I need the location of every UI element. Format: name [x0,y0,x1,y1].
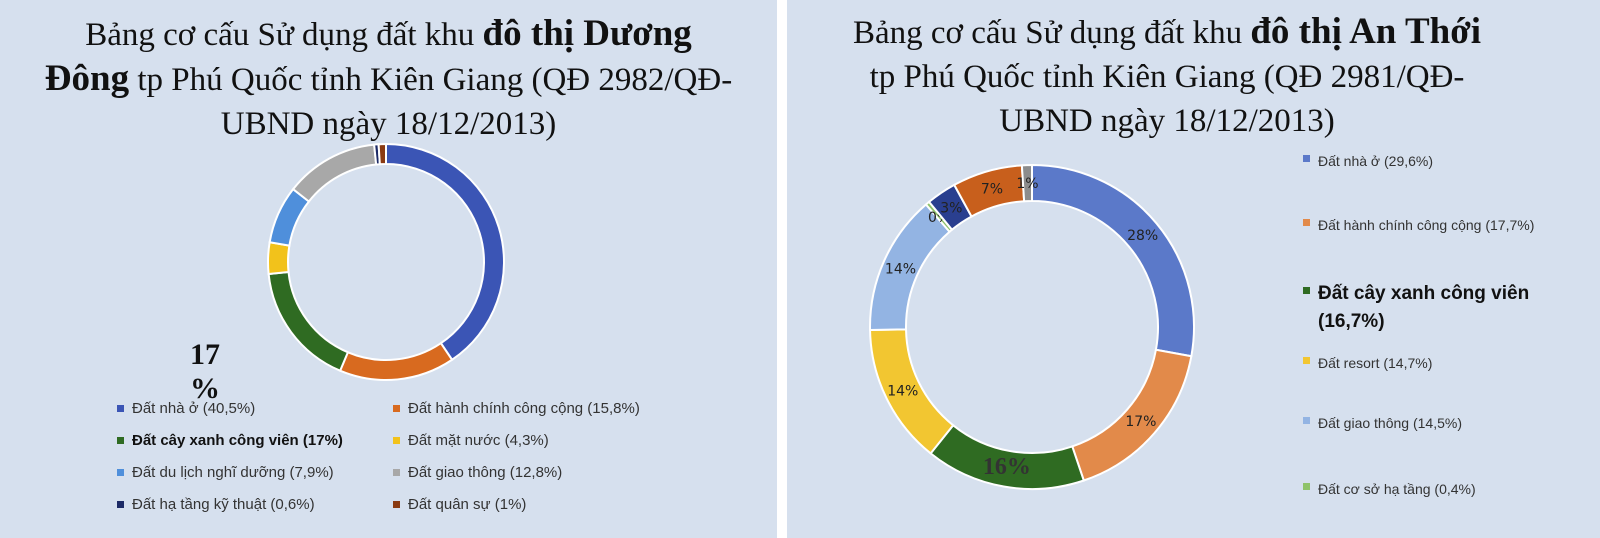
legend-item-dat-co-so-ha-tang-0-4: Đất cơ sở hạ tầng (0,4%) [1303,476,1593,502]
title-line1-prefix: Bảng cơ cấu Sử dụng đất khu [85,17,483,53]
legend-swatch [393,437,400,444]
legend-label: Đất giao thông (12,8%) [408,464,563,481]
title-line1-bold: đô thị An Thới [1250,11,1481,52]
legend-swatch [1303,483,1310,490]
legend-swatch [1303,155,1310,162]
donut-chart-an-thoi: 28%17%16%14%14%0%3%7% 1% [869,163,1195,490]
data-label-slice: 3% [940,201,962,217]
donut-slice-dat-cay-xanh-cong-vien-17 [267,270,350,373]
highlight-label-percent: % [190,372,220,405]
title-line3: UBND ngày 18/12/2013) [999,103,1335,139]
donut-slice-dat-quan-su-1 [377,142,387,166]
legend-swatch [393,501,400,508]
donut-slice-dat-giao-thong-12-8 [291,143,378,203]
legend-swatch [1303,417,1310,424]
legend-item-dat-nha-o-40-5: Đất nhà ở (40,5%) [117,400,255,417]
legend-swatch [393,469,400,476]
donut-slice-dat-mat-nuoc-4-3 [267,241,291,276]
legend-label: Đất cơ sở hạ tầng (0,4%) [1318,481,1476,497]
legend-item-dat-quan-su-1: Đất quân sự (1%) [393,496,526,513]
legend-item-dat-ha-tang-ky-thuat-0-6: Đất hạ tầng kỹ thuật (0,6%) [117,496,315,513]
title-line2-bold: Đông [44,58,130,99]
legend-item-dat-cay-xanh-cong-vien-16-7: Đất cây xanh công viên (16,7%) [1303,280,1593,336]
data-label-dat-hanh-chinh-cong-cong-17-7: 17% [1125,414,1156,430]
legend-swatch [1303,219,1310,226]
legend-label: Đất hành chính công cộng (15,8%) [408,400,640,417]
legend-label: Đất du lịch nghĩ dưỡng (7,9%) [132,464,334,481]
legend-item-dat-giao-thong-14-5: Đất giao thông (14,5%) [1303,410,1593,436]
legend-label: Đất hành chính công cộng (17,7%) [1318,217,1535,233]
donut-slice-dat-nha-o-40-5 [385,142,505,362]
legend-an-thoi: Đất nhà ở (29,6%) Đất hành chính công cộn… [1295,140,1595,520]
legend-label: Đất hạ tầng kỹ thuật (0,6%) [132,496,315,513]
highlight-label-number: 17 [190,338,220,371]
legend-label: Đất nhà ở (29,6%) [1318,153,1434,169]
highlight-label-17: 17 % [185,338,225,406]
legend-label: Đất cây xanh công viên (17%) [132,432,343,449]
legend-label: Đất cây xanh công viên (16,7%) [1318,283,1530,332]
title-line3: UBND ngày 18/12/2013) [220,106,557,142]
legend-label: Đất resort (14,7%) [1318,355,1433,371]
legend-label: Đất giao thông (14,5%) [1318,415,1462,431]
title-line2-rest: tp Phú Quốc tỉnh Kiên Giang (QĐ 2982/QĐ- [129,62,733,98]
donut-chart-duong-dong [267,142,505,381]
legend-swatch [117,469,124,476]
donut-slice-dat-nha-o-29-6 [1031,163,1195,358]
data-label-dat-resort-14-7: 14% [887,384,918,400]
donut-slice-slice [1020,163,1033,203]
legend-label: Đất quân sự (1%) [408,496,527,513]
title-line1-prefix: Bảng cơ cấu Sử dụng đất khu [853,15,1251,51]
title-line2: tp Phú Quốc tỉnh Kiên Giang (QĐ 2981/QĐ- [869,59,1465,95]
legend-swatch [1303,287,1310,294]
chart-panel-an-thoi: Bảng cơ cấu Sử dụng đất khu đô thị An Th… [787,0,1600,538]
chart-title-duong-dong: Bảng cơ cấu Sử dụng đất khu đô thị Dương… [0,12,777,146]
legend-item-dat-cay-xanh-cong-vien-17: Đất cây xanh công viên (17%) [117,432,343,449]
data-label-slice: 1% [1016,176,1038,192]
legend-label: Đất mặt nước (4,3%) [408,432,549,449]
legend-swatch [393,405,400,412]
donut-slice-dat-hanh-chinh-cong-cong-15-8 [338,341,454,381]
legend-label: Đất nhà ở (40,5%) [132,400,256,417]
data-label-slice: 7% [981,182,1003,198]
legend-item-dat-giao-thong-12-8: Đất giao thông (12,8%) [393,464,562,481]
chart-panel-duong-dong: Bảng cơ cấu Sử dụng đất khu đô thị Dương… [0,0,777,538]
legend-swatch [117,405,124,412]
legend-item-dat-du-lich-nghi-duong-7-9: Đất du lịch nghĩ dưỡng (7,9%) [117,464,334,481]
legend-item-dat-hanh-chinh-cong-cong-15-8: Đất hành chính công cộng (15,8%) [393,400,640,417]
legend-swatch [1303,357,1310,364]
chart-title-an-thoi: Bảng cơ cấu Sử dụng đất khu đô thị An Th… [787,10,1547,143]
legend-swatch [117,501,124,508]
legend-item-dat-hanh-chinh-cong-cong-17-7: Đất hành chính công cộng (17,7%) [1303,212,1593,238]
legend-item-dat-resort-14-7: Đất resort (14,7%) [1303,350,1593,376]
data-label-dat-giao-thong-14-5: 14% [885,261,916,277]
legend-item-dat-nha-o-29-6: Đất nhà ở (29,6%) [1303,148,1593,174]
legend-swatch [117,437,124,444]
data-label-dat-nha-o-29-6: 28% [1127,228,1158,244]
legend-item-dat-mat-nuoc-4-3: Đất mặt nước (4,3%) [393,432,549,449]
data-label-dat-cay-xanh-cong-vien-16-7: 16% [983,454,1031,480]
title-line1-bold: đô thị Dương [482,13,692,54]
